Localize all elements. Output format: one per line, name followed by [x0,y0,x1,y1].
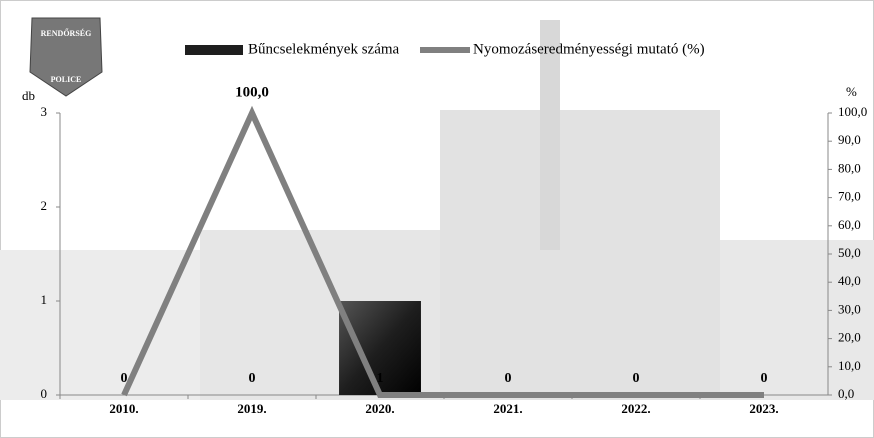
logo-bottom: POLICE [51,75,82,84]
bar-label: 0 [505,371,512,386]
y2-tick-label: 0,0 [838,386,854,401]
y-axis-label: db [22,88,35,103]
y2-tick-label: 30,0 [838,301,861,316]
y2-tick-label: 10,0 [838,358,861,373]
y2-tick-label: 60,0 [838,217,861,232]
bar-label: 0 [761,371,768,386]
line [121,105,764,398]
x-tick-label: 2020. [365,401,394,416]
x-tick-label: 2010. [109,401,138,416]
legend-label: Bűncselekmények száma [248,41,400,57]
legend-label: Nyomozáseredményességi mutató (%) [473,41,705,57]
y2-tick-label: 40,0 [838,273,861,288]
bar-label: 0 [249,371,256,386]
logo-top: RENDŐRSÉG [41,28,92,38]
x-tick-label: 2021. [493,401,522,416]
x-tick-label: 2019. [237,401,266,416]
bar-label: 0 [121,371,128,386]
y2-tick-label: 50,0 [838,245,861,260]
line-label: 100,0 [235,84,269,100]
bar [339,301,421,395]
y2-tick-label: 90,0 [838,132,861,147]
y-tick-label: 1 [41,292,48,307]
background-photo [0,20,874,400]
x-tick-label: 2023. [749,401,778,416]
y2-tick-label: 70,0 [838,189,861,204]
x-tick-label: 2022. [621,401,650,416]
y2-axis-label: % [846,84,857,99]
bar-label: 1 [377,371,384,386]
logo: RENDŐRSÉG POLICE [29,17,103,97]
bar-label: 0 [633,371,640,386]
legend-swatch [185,45,243,55]
y-tick-label: 2 [41,198,48,213]
y2-tick-label: 100,0 [838,104,867,119]
y-tick-label: 0 [41,386,48,401]
y2-tick-label: 20,0 [838,330,861,345]
y2-tick-label: 80,0 [838,160,861,175]
y-tick-label: 3 [41,104,48,119]
